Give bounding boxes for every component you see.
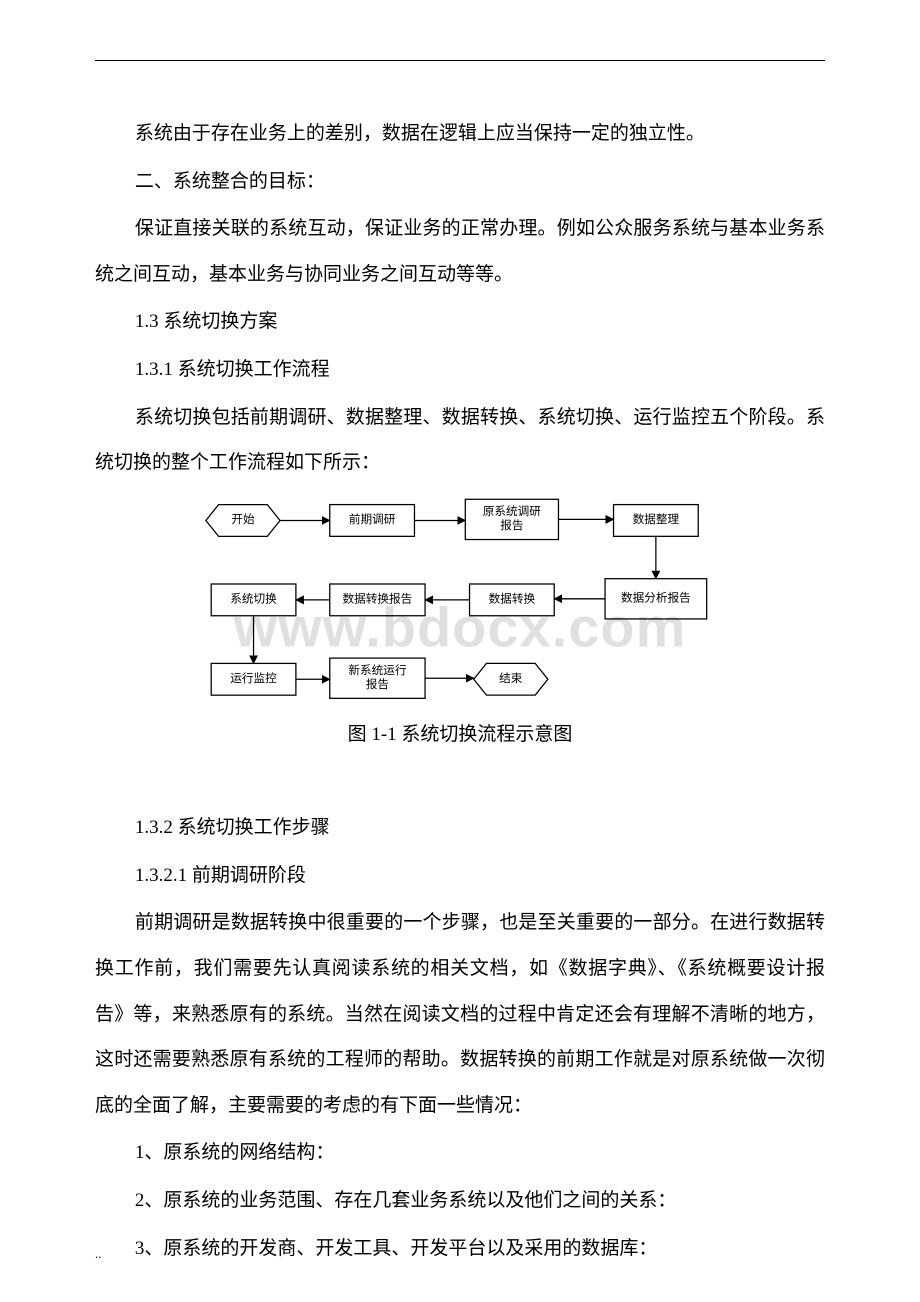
section-heading: 1.3.2 系统切换工作步骤	[95, 805, 825, 851]
svg-text:数据整理: 数据整理	[633, 512, 680, 526]
footer-marker: ..	[95, 1246, 102, 1262]
svg-text:新系统运行: 新系统运行	[348, 663, 407, 677]
section-heading: 1.3.2.1 前期调研阶段	[95, 853, 825, 899]
list-item: 1、原系统的网络结构：	[95, 1130, 825, 1176]
section-heading: 1.3 系统切换方案	[95, 299, 825, 345]
svg-text:开始: 开始	[231, 512, 255, 526]
list-item: 3、原系统的开发商、开发工具、开发平台以及采用的数据库：	[95, 1226, 825, 1272]
body-text: 系统由于存在业务上的差别，数据在逻辑上应当保持一定的独立性。	[95, 111, 825, 157]
svg-text:数据分析报告: 数据分析报告	[621, 590, 691, 604]
section-heading: 1.3.1 系统切换工作流程	[95, 347, 825, 393]
flowchart-diagram: 开始前期调研原系统调研报告数据整理系统切换数据转换报告数据转换数据分析报告运行监…	[190, 494, 730, 706]
list-item: 2、原系统的业务范围、存在几套业务系统以及他们之间的关系：	[95, 1178, 825, 1224]
body-text: 前期调研是数据转换中很重要的一个步骤，也是至关重要的一部分。在进行数据转换工作前…	[95, 900, 825, 1128]
svg-text:前期调研: 前期调研	[349, 512, 396, 526]
svg-text:结束: 结束	[499, 672, 523, 685]
figure-caption: 图 1-1 系统切换流程示意图	[95, 714, 825, 756]
svg-text:报告: 报告	[500, 518, 523, 532]
svg-text:报告: 报告	[366, 677, 389, 691]
body-text: 保证直接关联的系统互动，保证业务的正常办理。例如公众服务系统与基本业务系统之间互…	[95, 206, 825, 297]
svg-text:数据转换报告: 数据转换报告	[343, 591, 413, 605]
svg-text:运行监控: 运行监控	[230, 671, 277, 685]
svg-text:数据转换: 数据转换	[489, 591, 536, 605]
svg-text:原系统调研: 原系统调研	[483, 505, 542, 518]
top-rule	[95, 60, 825, 61]
section-heading: 二、系统整合的目标：	[95, 159, 825, 205]
svg-text:系统切换: 系统切换	[230, 591, 277, 605]
body-text: 系统切换包括前期调研、数据整理、数据转换、系统切换、运行监控五个阶段。系统切换的…	[95, 395, 825, 486]
